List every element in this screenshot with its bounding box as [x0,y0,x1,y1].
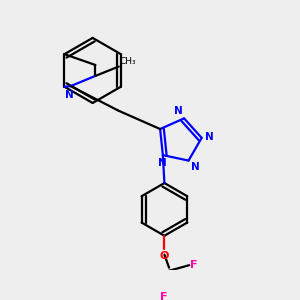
Text: O: O [160,250,169,261]
Text: F: F [160,292,167,300]
Text: N: N [174,106,182,116]
Text: N: N [158,158,167,168]
Text: N: N [191,162,200,172]
Text: N: N [206,132,214,142]
Text: F: F [190,260,198,270]
Text: N: N [65,90,74,100]
Text: CH₃: CH₃ [120,57,136,66]
